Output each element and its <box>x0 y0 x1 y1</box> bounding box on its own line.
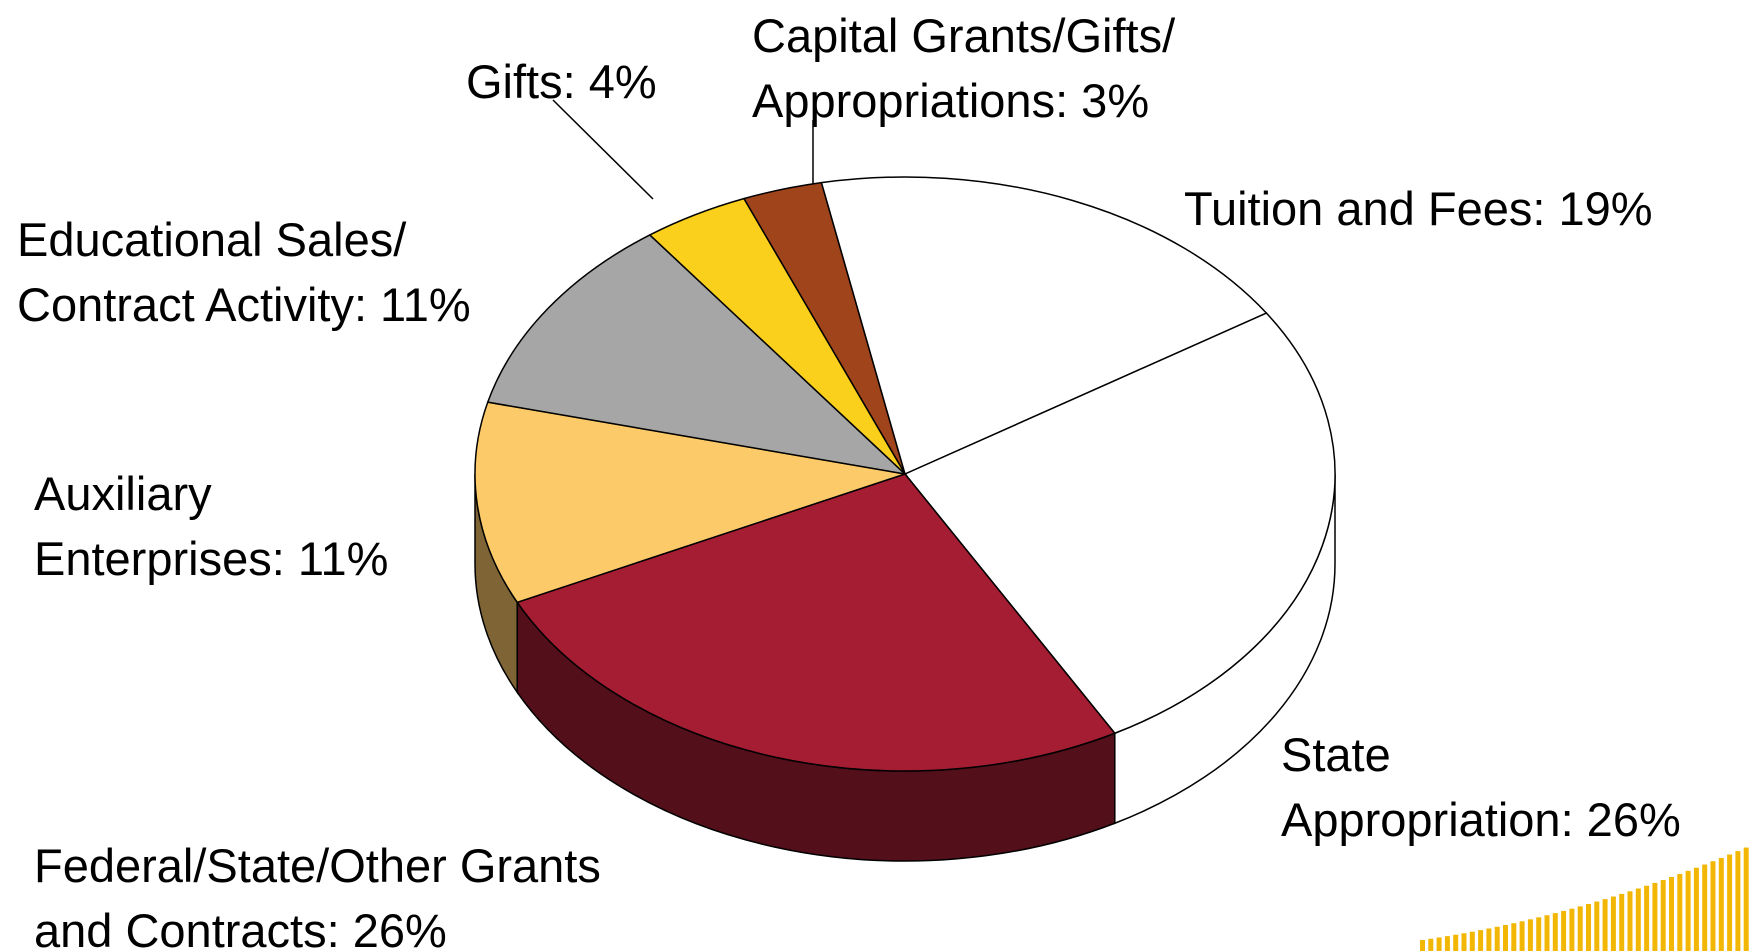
stripe <box>1478 930 1484 951</box>
stripe <box>1627 891 1633 951</box>
stripe <box>1652 882 1658 951</box>
stripe <box>1511 923 1517 951</box>
pie-slice <box>486 234 908 476</box>
data-label: Federal/State/Other Grants <box>34 839 601 892</box>
stripe <box>1586 904 1591 951</box>
stripe <box>1702 864 1708 951</box>
stripe <box>1428 938 1434 951</box>
stripe <box>1669 877 1674 951</box>
data-label: Appropriation: 26% <box>1281 793 1681 846</box>
stripe <box>1644 885 1650 951</box>
stripe <box>1743 847 1749 951</box>
stripe <box>1420 940 1425 951</box>
stripe <box>1718 857 1724 951</box>
stripe <box>1685 870 1691 951</box>
stripe <box>1635 888 1641 951</box>
stripe <box>1727 854 1733 951</box>
stripe <box>1693 867 1699 951</box>
stripe <box>1561 910 1567 951</box>
stripe <box>1594 901 1600 951</box>
data-label: State <box>1281 728 1391 781</box>
data-label: Gifts: 4% <box>466 55 657 108</box>
stripe <box>1552 913 1558 951</box>
pie-slice <box>516 473 1117 772</box>
decoration <box>1420 847 1749 951</box>
data-label: Capital Grants/Gifts/ <box>752 9 1176 62</box>
stripe <box>1527 919 1533 951</box>
stripe <box>1436 937 1442 951</box>
pie-slice <box>474 401 906 604</box>
data-label: and Contracts: 26% <box>34 904 447 951</box>
stripe <box>1503 925 1508 951</box>
data-label: Enterprises: 11% <box>34 532 388 585</box>
data-label: Appropriations: 3% <box>752 74 1149 127</box>
stripe <box>1677 873 1683 951</box>
pie-tops <box>474 176 1336 772</box>
stripe <box>1735 851 1741 951</box>
pie-slice <box>648 197 906 475</box>
stripe <box>1569 908 1575 951</box>
labels: Capital Grants/Gifts/Appropriations: 3% T… <box>17 9 1681 951</box>
stripe <box>1619 893 1625 951</box>
pie-slice <box>820 176 1268 476</box>
stripe <box>1469 931 1475 951</box>
stripe <box>1610 896 1616 951</box>
stripe <box>1461 933 1467 951</box>
stripe <box>1710 861 1716 951</box>
leader-line <box>552 99 654 200</box>
stripe <box>1544 915 1550 951</box>
stripe <box>1494 926 1500 951</box>
stripe <box>1453 934 1459 951</box>
data-label: Educational Sales/ <box>17 213 407 266</box>
pie-slice <box>903 312 1336 735</box>
stripe <box>1577 906 1583 951</box>
data-label: Auxiliary <box>34 467 212 520</box>
stripe <box>1660 879 1666 951</box>
stripe <box>1602 899 1608 951</box>
stripe <box>1486 928 1492 951</box>
data-label: Tuition and Fees: 19% <box>1184 182 1653 235</box>
stripe <box>1536 917 1542 951</box>
data-label: Contract Activity: 11% <box>17 278 471 331</box>
stripe <box>1519 921 1525 951</box>
stripe <box>1444 936 1450 951</box>
